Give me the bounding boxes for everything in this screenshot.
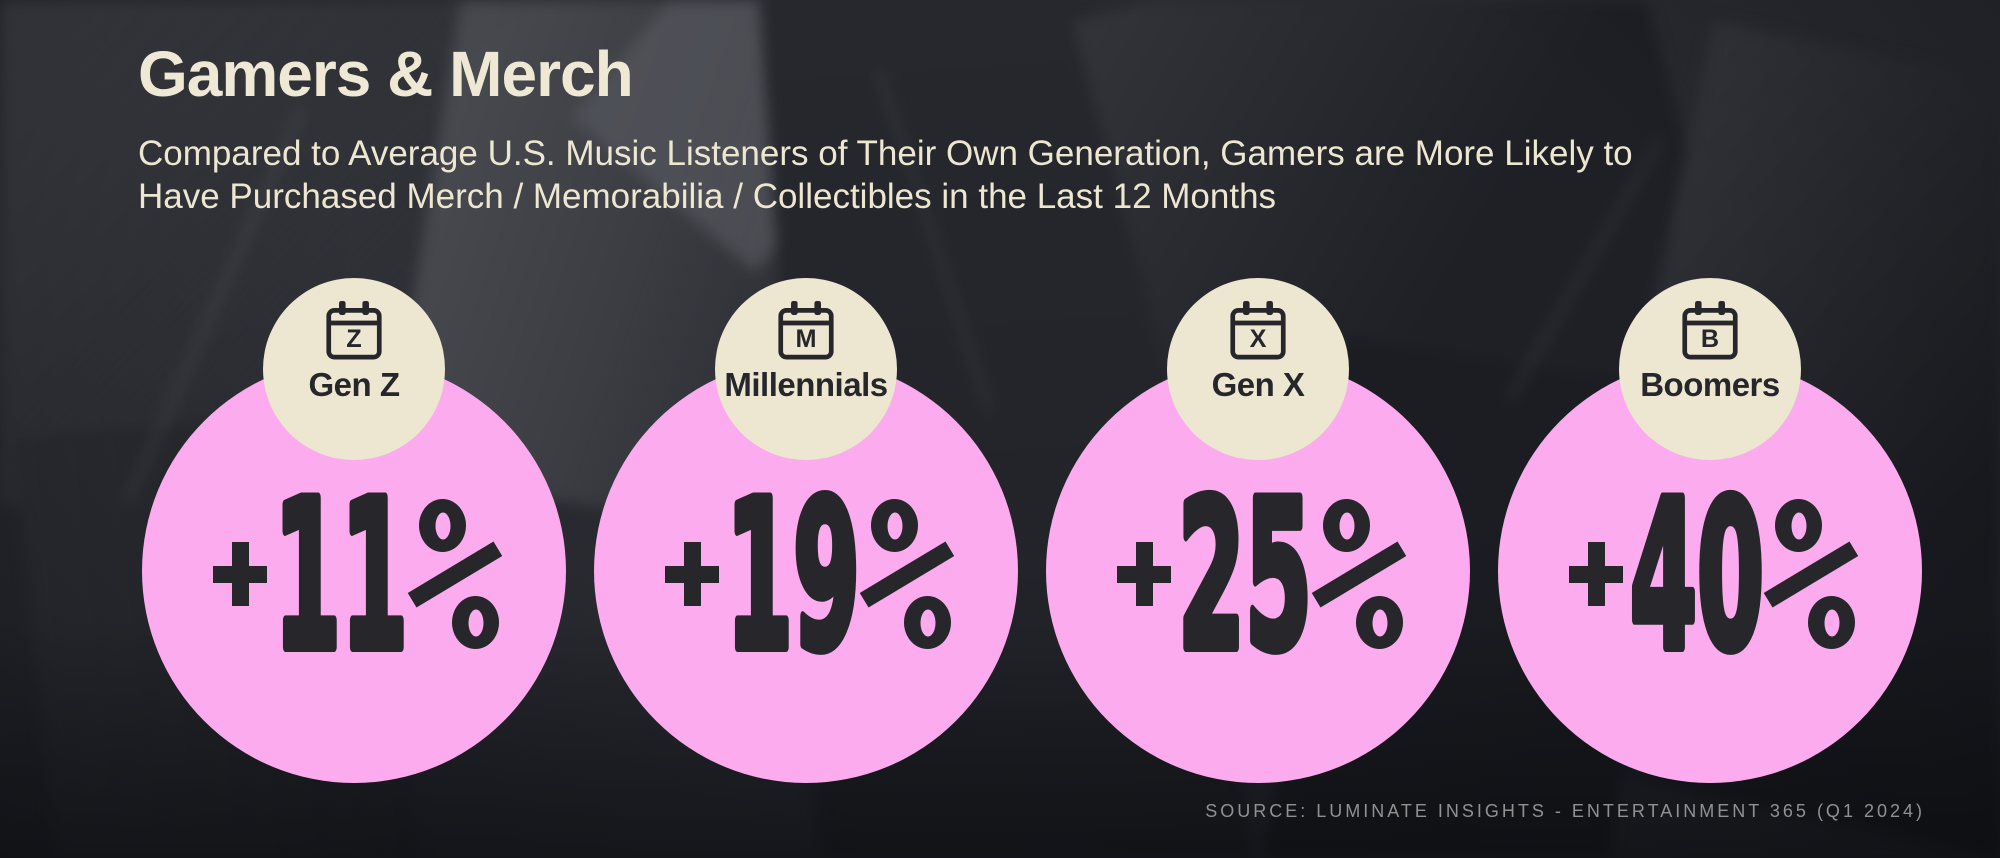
svg-text:Z: Z [346,325,361,353]
generation-card-millennials: 19 M Millennials [586,0,1026,858]
generation-badge: X Gen X [1167,278,1349,460]
percent-sign [1763,499,1859,649]
generation-card-gen-x: 25 X Gen X [1038,0,1478,858]
calendar-icon: B [1682,301,1738,360]
generation-card-boomers: 40 B Boomers [1490,0,1930,858]
plus-sign [1569,542,1623,606]
calendar-icon: M [778,301,834,360]
stat-digits: 25 [1173,453,1317,701]
plus-sign [1117,542,1171,606]
stat-value: 11 [134,453,574,701]
stat-digits: 40 [1625,453,1769,701]
source-credit: SOURCE: LUMINATE INSIGHTS - ENTERTAINMEN… [1205,801,1925,821]
generation-label: Boomers [1640,366,1780,403]
svg-text:X: X [1250,325,1267,353]
generation-badge: Z Gen Z [263,278,445,460]
stat-value: 40 [1490,453,1930,701]
generation-label: Millennials [724,366,888,403]
generation-label: Gen X [1211,366,1305,403]
percent-sign [1311,499,1407,649]
subtitle-line-1: Compared to Average U.S. Music Listeners… [138,134,1633,173]
calendar-icon: X [1230,301,1286,360]
svg-text:40: 40 [1630,458,1764,696]
svg-text:19: 19 [726,458,860,696]
stat-digits: 11 [269,453,413,701]
plus-sign [213,542,267,606]
svg-text:25: 25 [1178,458,1312,696]
generation-label: Gen Z [308,366,400,403]
svg-text:11: 11 [274,458,408,696]
stat-value: 25 [1038,453,1478,701]
svg-text:M: M [795,325,816,353]
stat-value: 19 [586,453,1026,701]
generation-badge: M Millennials [715,278,897,460]
plus-sign [665,542,719,606]
page-title: Gamers & Merch [138,38,634,110]
stat-digits: 19 [721,453,865,701]
generation-card-gen-z: 11 Z Gen Z [134,0,574,858]
subtitle-line-2: Have Purchased Merch / Memorabilia / Col… [138,177,1277,216]
calendar-icon: Z [326,301,382,360]
svg-text:B: B [1701,325,1719,353]
page-subtitle: Compared to Average U.S. Music Listeners… [138,132,1633,218]
generation-badge: B Boomers [1619,278,1801,460]
percent-sign [859,499,955,649]
percent-sign [407,499,503,649]
